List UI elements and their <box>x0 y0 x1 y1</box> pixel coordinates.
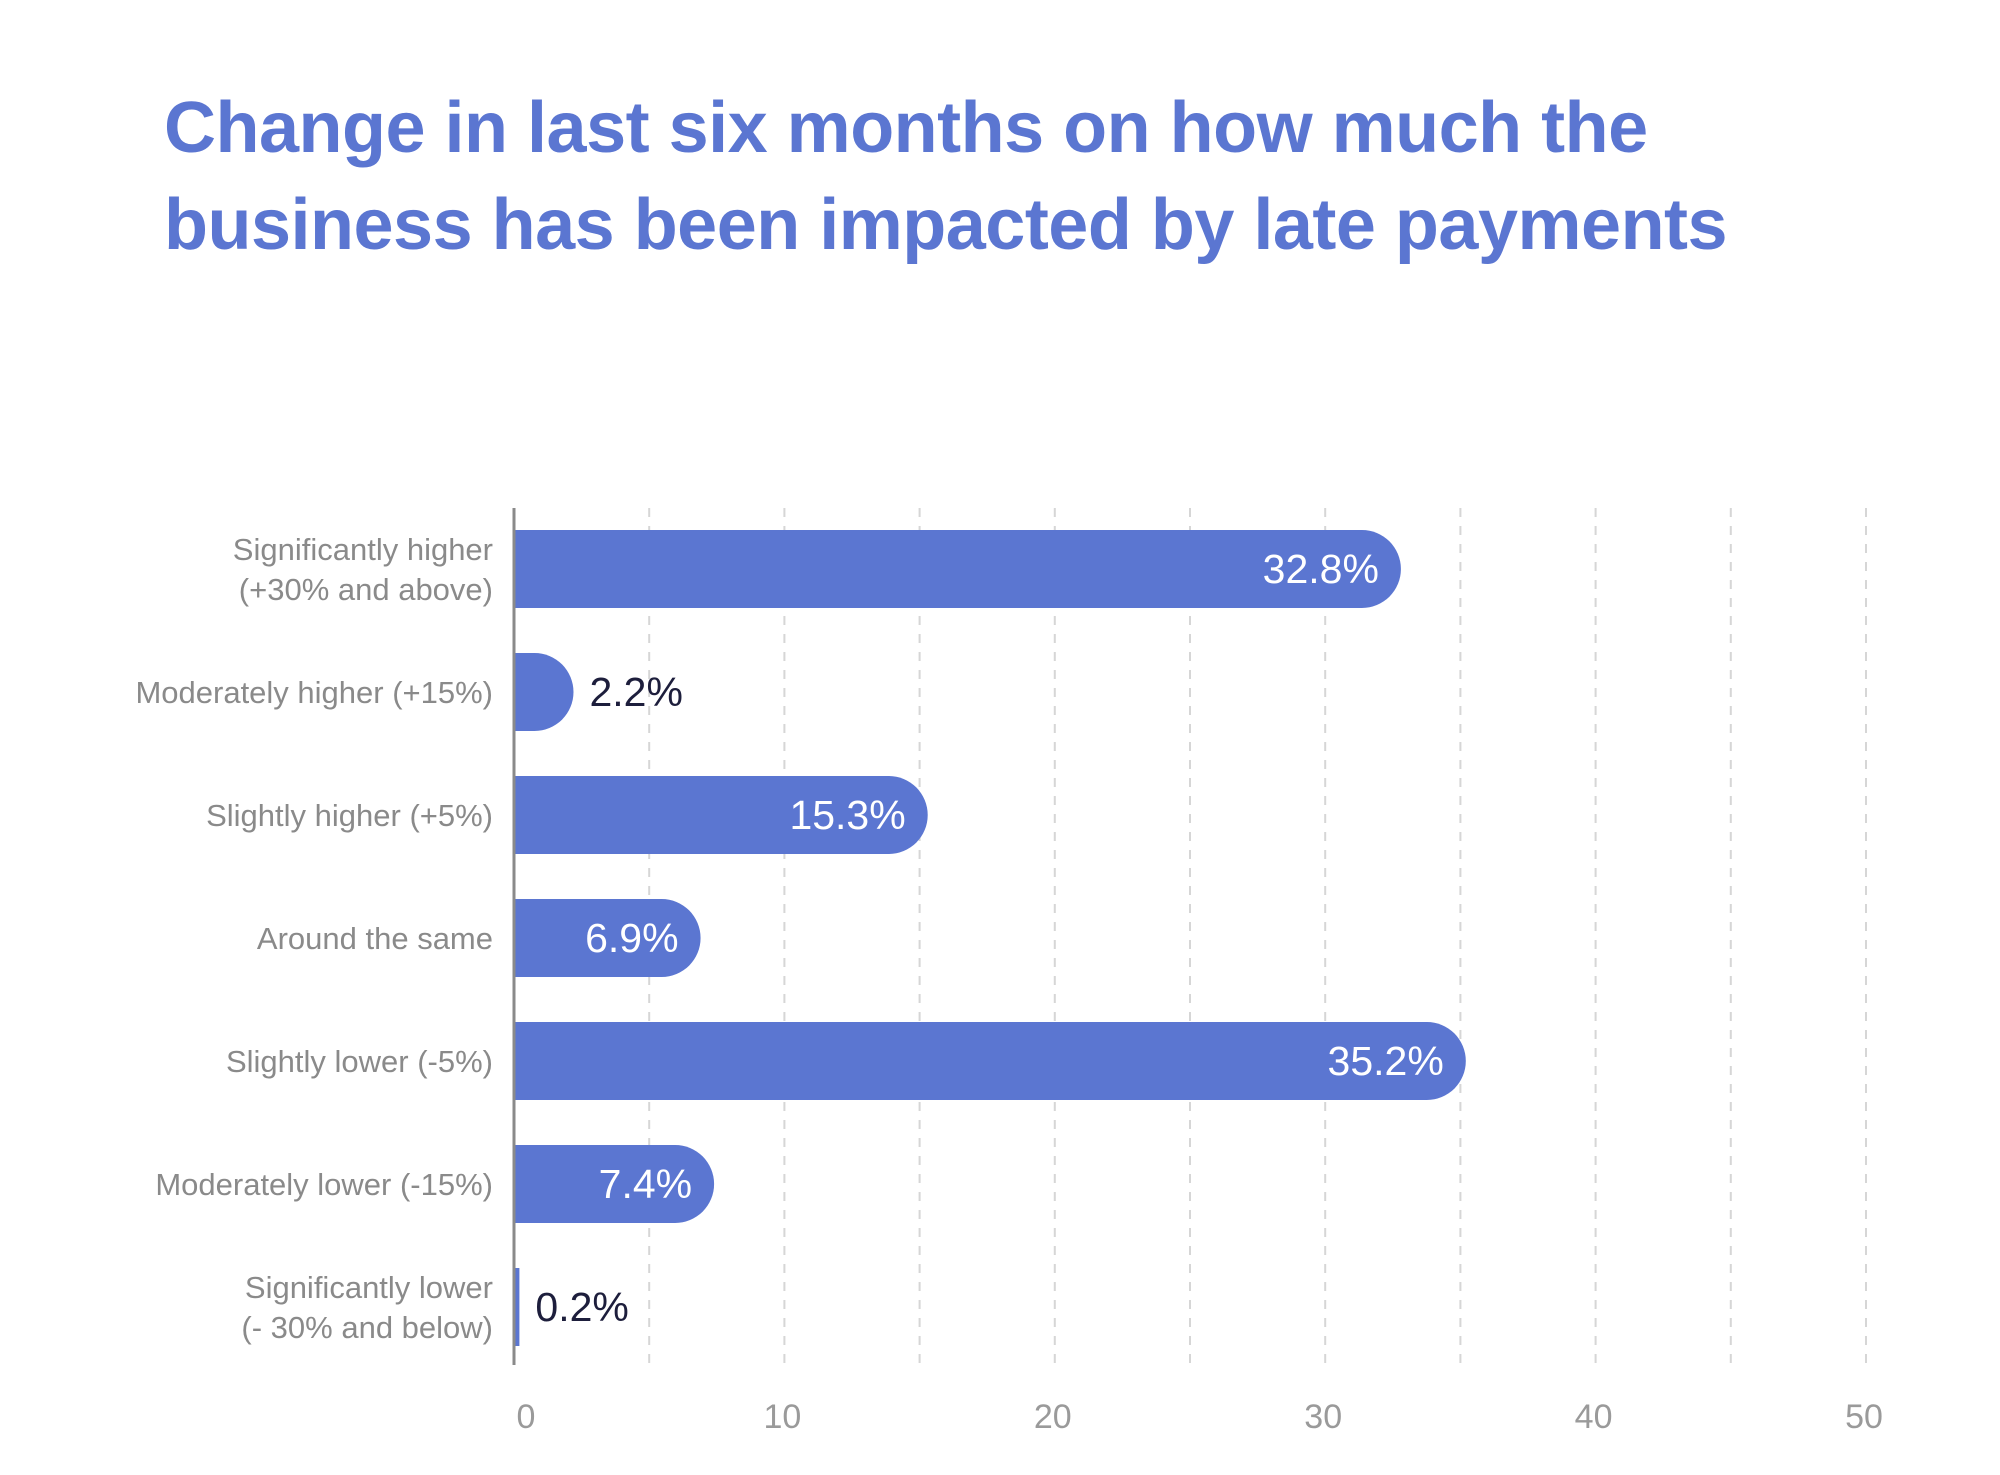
chart-title-line-2: business has been impacted by late payme… <box>164 185 1728 265</box>
bar-1 <box>514 530 1401 608</box>
bar-6 <box>514 1145 715 1223</box>
bar-2 <box>514 653 574 731</box>
value-label-2: 2.2% <box>589 669 682 715</box>
x-tick-label-20: 20 <box>1034 1398 1072 1436</box>
category-label-1-line-1: Significantly higher <box>233 532 493 567</box>
chart-title: Change in last six months on how much th… <box>164 80 1864 274</box>
category-label-4: Around the same <box>257 921 493 956</box>
x-tick-label-50: 50 <box>1845 1398 1883 1436</box>
category-label-7-line-1: Significantly lower <box>245 1270 493 1305</box>
chart-title-line-1: Change in last six months on how much th… <box>164 88 1648 168</box>
bars <box>514 530 1466 1346</box>
category-label-6: Moderately lower (-15%) <box>155 1167 493 1202</box>
value-label-6: 7.4% <box>599 1161 692 1207</box>
category-label-1-line-2: (+30% and above) <box>239 572 493 607</box>
category-label-7-line-2: (- 30% and below) <box>241 1310 493 1345</box>
value-label-4: 6.9% <box>585 915 678 961</box>
category-label-5: Slightly lower (-5%) <box>226 1044 493 1079</box>
x-tick-label-0: 0 <box>517 1398 536 1436</box>
x-tick-label-30: 30 <box>1304 1398 1342 1436</box>
x-tick-label-40: 40 <box>1575 1398 1613 1436</box>
bar-4 <box>514 899 701 977</box>
value-label-1: 32.8% <box>1263 546 1379 592</box>
value-label-3: 15.3% <box>789 792 905 838</box>
x-tick-label-10: 10 <box>763 1398 801 1436</box>
bar-3 <box>514 776 928 854</box>
value-label-7: 0.2% <box>535 1284 628 1330</box>
category-label-2: Moderately higher (+15%) <box>135 675 493 710</box>
value-label-5: 35.2% <box>1328 1038 1444 1084</box>
labels: 32.8% Significantly higher (+30% and above… <box>135 532 1882 1436</box>
bar-5 <box>514 1022 1466 1100</box>
gridlines <box>648 508 1867 1365</box>
category-label-3: Slightly higher (+5%) <box>206 798 493 833</box>
